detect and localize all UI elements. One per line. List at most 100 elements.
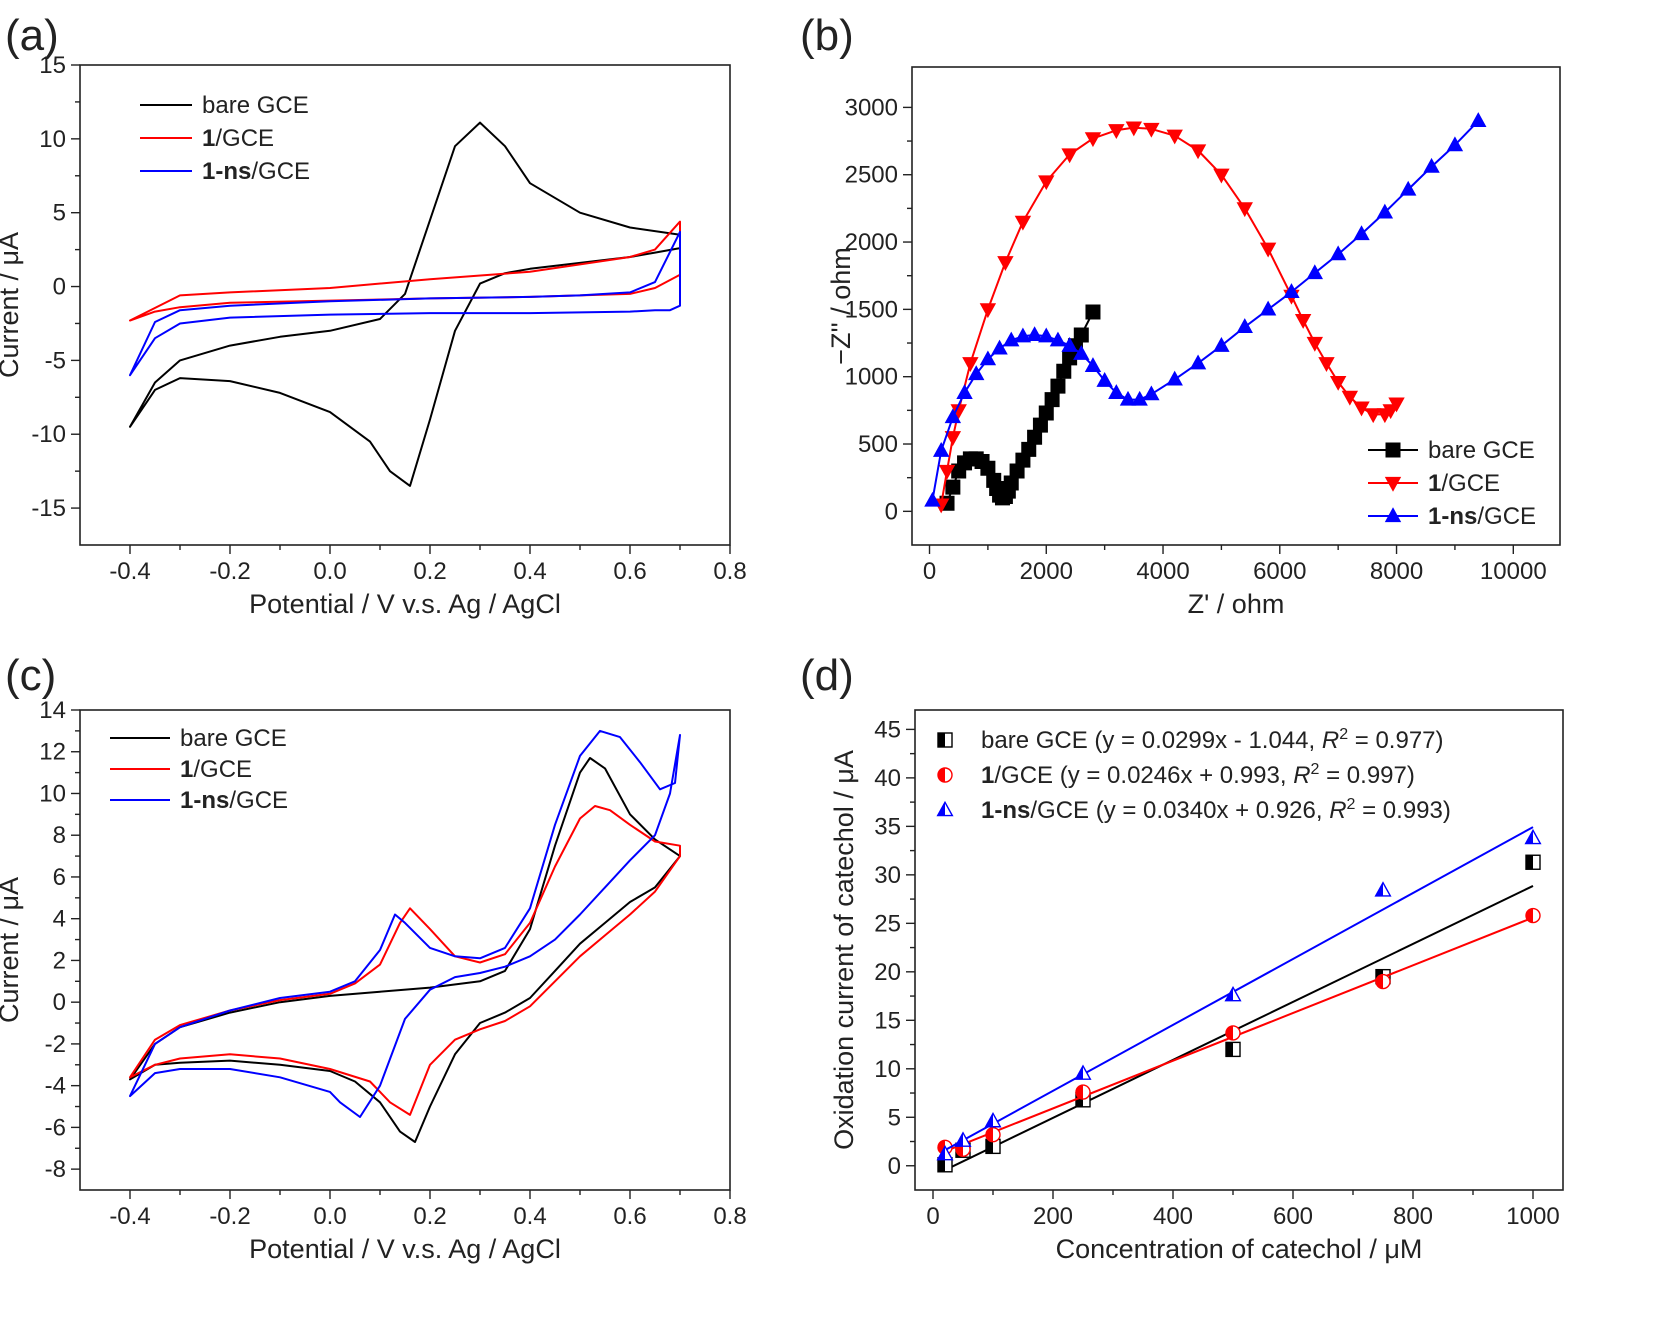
x-tick-label: 1000 [1506, 1203, 1559, 1230]
series-line [940, 126, 1398, 505]
legend-item: 1-ns/GCE [110, 787, 288, 814]
data-point [944, 408, 962, 424]
plot-area [129, 121, 681, 487]
data-point [1084, 132, 1102, 148]
data-point [1074, 1064, 1092, 1080]
data-point [1388, 397, 1405, 413]
panel-label: (c) [5, 651, 56, 700]
data-point [1329, 375, 1347, 391]
legend: bare GCE 1/GCE 1-ns/GCE [110, 725, 288, 814]
y-tick-label: 4 [53, 906, 66, 933]
data-point [1294, 314, 1312, 329]
data-point [1341, 390, 1359, 406]
x-tick-label: 0.8 [713, 1203, 746, 1230]
y-tick-label: -8 [45, 1156, 66, 1183]
chart-panel-b: (b) 0 2000 4000 6000 8000 10000 0 500 1000 1500 200… [800, 11, 1561, 619]
data-point [1236, 202, 1253, 218]
data-point [1061, 336, 1078, 352]
data-point [991, 339, 1008, 355]
y-tick-label: 1000 [845, 364, 898, 391]
y-tick-label: 5 [888, 1104, 901, 1131]
data-point [968, 365, 985, 381]
data-point [1306, 264, 1324, 280]
legend-item: bare GCE [1368, 437, 1535, 464]
data-point [1353, 225, 1370, 241]
x-tick-label: 0.6 [613, 1203, 646, 1230]
legend: bare GCE (y = 0.0299x - 1.044, R2 = 0.97… [936, 726, 1451, 824]
legend-marker [1384, 507, 1402, 523]
x-tick-label: 800 [1393, 1203, 1433, 1230]
x-tick-label: 0.0 [313, 1203, 346, 1230]
data-point [1125, 121, 1143, 137]
plot-area [129, 729, 681, 1143]
y-tick-label: 20 [874, 959, 901, 986]
x-tick-label: -0.2 [209, 1203, 250, 1230]
y-tick-label: 2000 [845, 229, 898, 256]
x-tick-label: 0 [926, 1203, 939, 1230]
data-point [1108, 384, 1125, 399]
series-line [129, 805, 681, 1116]
x-axis-label: Concentration of catechol / μM [1056, 1234, 1423, 1264]
data-point [1143, 122, 1160, 138]
panel-label: (a) [5, 11, 59, 60]
series-2 [129, 805, 681, 1116]
series-line [129, 729, 681, 1118]
data-point [1119, 390, 1137, 406]
data-point [924, 491, 941, 507]
data-point [1225, 1041, 1241, 1058]
data-point [1213, 336, 1230, 352]
plot-frame [79, 64, 731, 546]
series-1 [937, 854, 1541, 1173]
legend-item: bare GCE [140, 92, 309, 119]
data-point [1470, 112, 1487, 127]
data-point [1096, 371, 1113, 387]
data-point [954, 1131, 972, 1147]
x-tick-label: 0.4 [513, 1203, 546, 1230]
series-2 [937, 907, 1541, 1157]
data-point [1525, 907, 1541, 924]
data-point [1014, 215, 1032, 231]
data-point [1131, 390, 1148, 406]
data-point [1038, 175, 1055, 191]
plot-area [936, 826, 1542, 1173]
chart-panel-a: (a) -0.4 -0.2 0.0 0.2 0.4 0.6 0.8 -15 -10 -5 0 5 10 15… [0, 11, 747, 619]
y-axis-label: −Z'' / ohm [826, 247, 856, 365]
data-point [1189, 354, 1207, 370]
data-point [1259, 300, 1277, 316]
series-line [129, 757, 681, 1143]
y-tick-label: 10 [39, 780, 66, 807]
data-point [1329, 245, 1347, 261]
series-line [129, 121, 681, 487]
y-tick-label: 0 [888, 1153, 901, 1180]
data-point [1038, 327, 1055, 343]
data-point [1038, 405, 1054, 421]
legend-label: 1/GCE [180, 756, 252, 783]
data-point [938, 464, 956, 480]
series-line [129, 220, 681, 322]
legend-label: bare GCE [180, 725, 287, 752]
y-axis-label: Current / μA [0, 877, 24, 1023]
data-point [1044, 392, 1060, 408]
legend-marker [1384, 476, 1402, 492]
fit-line [944, 885, 1534, 1171]
legend-item: 1-ns/GCE [1368, 503, 1536, 530]
data-point [1014, 327, 1032, 343]
y-axis-label: Current / μA [0, 232, 24, 378]
y-tick-label: -5 [45, 347, 66, 374]
y-tick-label: 5 [53, 200, 66, 227]
data-point [1525, 854, 1541, 870]
plot-frame [914, 709, 1564, 1191]
legend-label: bare GCE [202, 92, 309, 119]
y-tick-label: 10 [39, 126, 66, 153]
legend-marker [1385, 442, 1401, 458]
data-point [1108, 124, 1125, 140]
data-point [936, 1144, 954, 1161]
y-tick-label: 15 [874, 1007, 901, 1034]
data-point [1225, 1025, 1241, 1041]
series-1 [129, 757, 681, 1143]
x-tick-label: 200 [1033, 1203, 1073, 1230]
series-3 [936, 826, 1542, 1161]
y-tick-label: 500 [858, 431, 898, 458]
data-point [1259, 242, 1277, 258]
data-point [1283, 283, 1300, 298]
